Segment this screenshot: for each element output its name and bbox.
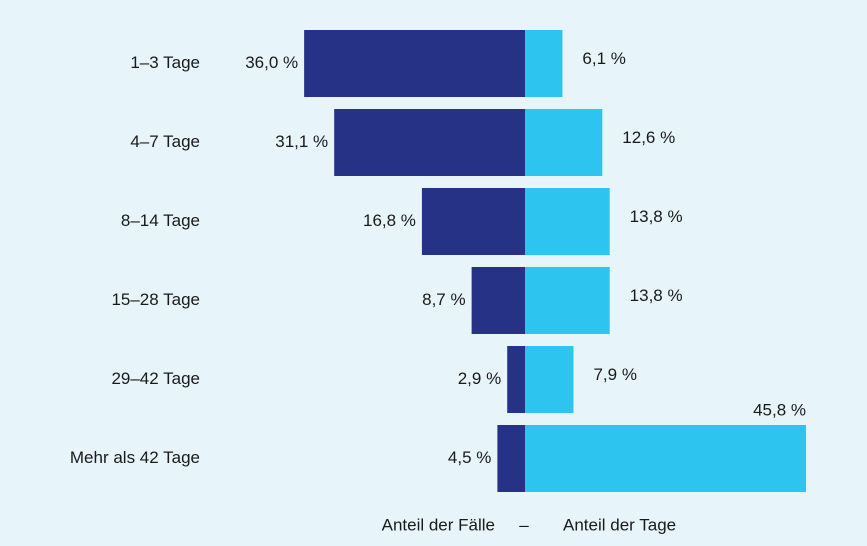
bar-left — [421, 188, 525, 255]
legend-separator: – — [519, 515, 529, 534]
value-label: 31,1 % — [275, 132, 328, 151]
bar-left — [334, 109, 525, 176]
category-label: 1–3 Tage — [130, 53, 200, 72]
value-label: 16,8 % — [363, 211, 416, 230]
bar-left — [507, 346, 525, 413]
bar-right — [525, 188, 610, 255]
value-label: 36,0 % — [245, 53, 298, 72]
value-label: 13,8 % — [630, 207, 683, 226]
bar-right — [525, 30, 563, 97]
value-label: 8,7 % — [422, 290, 465, 309]
bar-left — [471, 267, 525, 334]
value-label: 13,8 % — [630, 286, 683, 305]
category-label: Mehr als 42 Tage — [70, 448, 200, 467]
value-label: 4,5 % — [448, 448, 491, 467]
value-label: 6,1 % — [582, 49, 625, 68]
bar-right — [525, 109, 603, 176]
bar-right — [525, 425, 806, 492]
value-label: 7,9 % — [593, 365, 636, 384]
legend-left: Anteil der Fälle — [382, 515, 495, 534]
value-label: 12,6 % — [622, 128, 675, 147]
bar-left — [497, 425, 525, 492]
category-label: 4–7 Tage — [130, 132, 200, 151]
value-label: 2,9 % — [458, 369, 501, 388]
bar-right — [525, 346, 574, 413]
legend-right: Anteil der Tage — [563, 515, 676, 534]
bar-left — [304, 30, 525, 97]
category-label: 8–14 Tage — [121, 211, 200, 230]
category-label: 15–28 Tage — [111, 290, 200, 309]
bar-right — [525, 267, 610, 334]
category-label: 29–42 Tage — [111, 369, 200, 388]
value-label: 45,8 % — [753, 400, 806, 419]
